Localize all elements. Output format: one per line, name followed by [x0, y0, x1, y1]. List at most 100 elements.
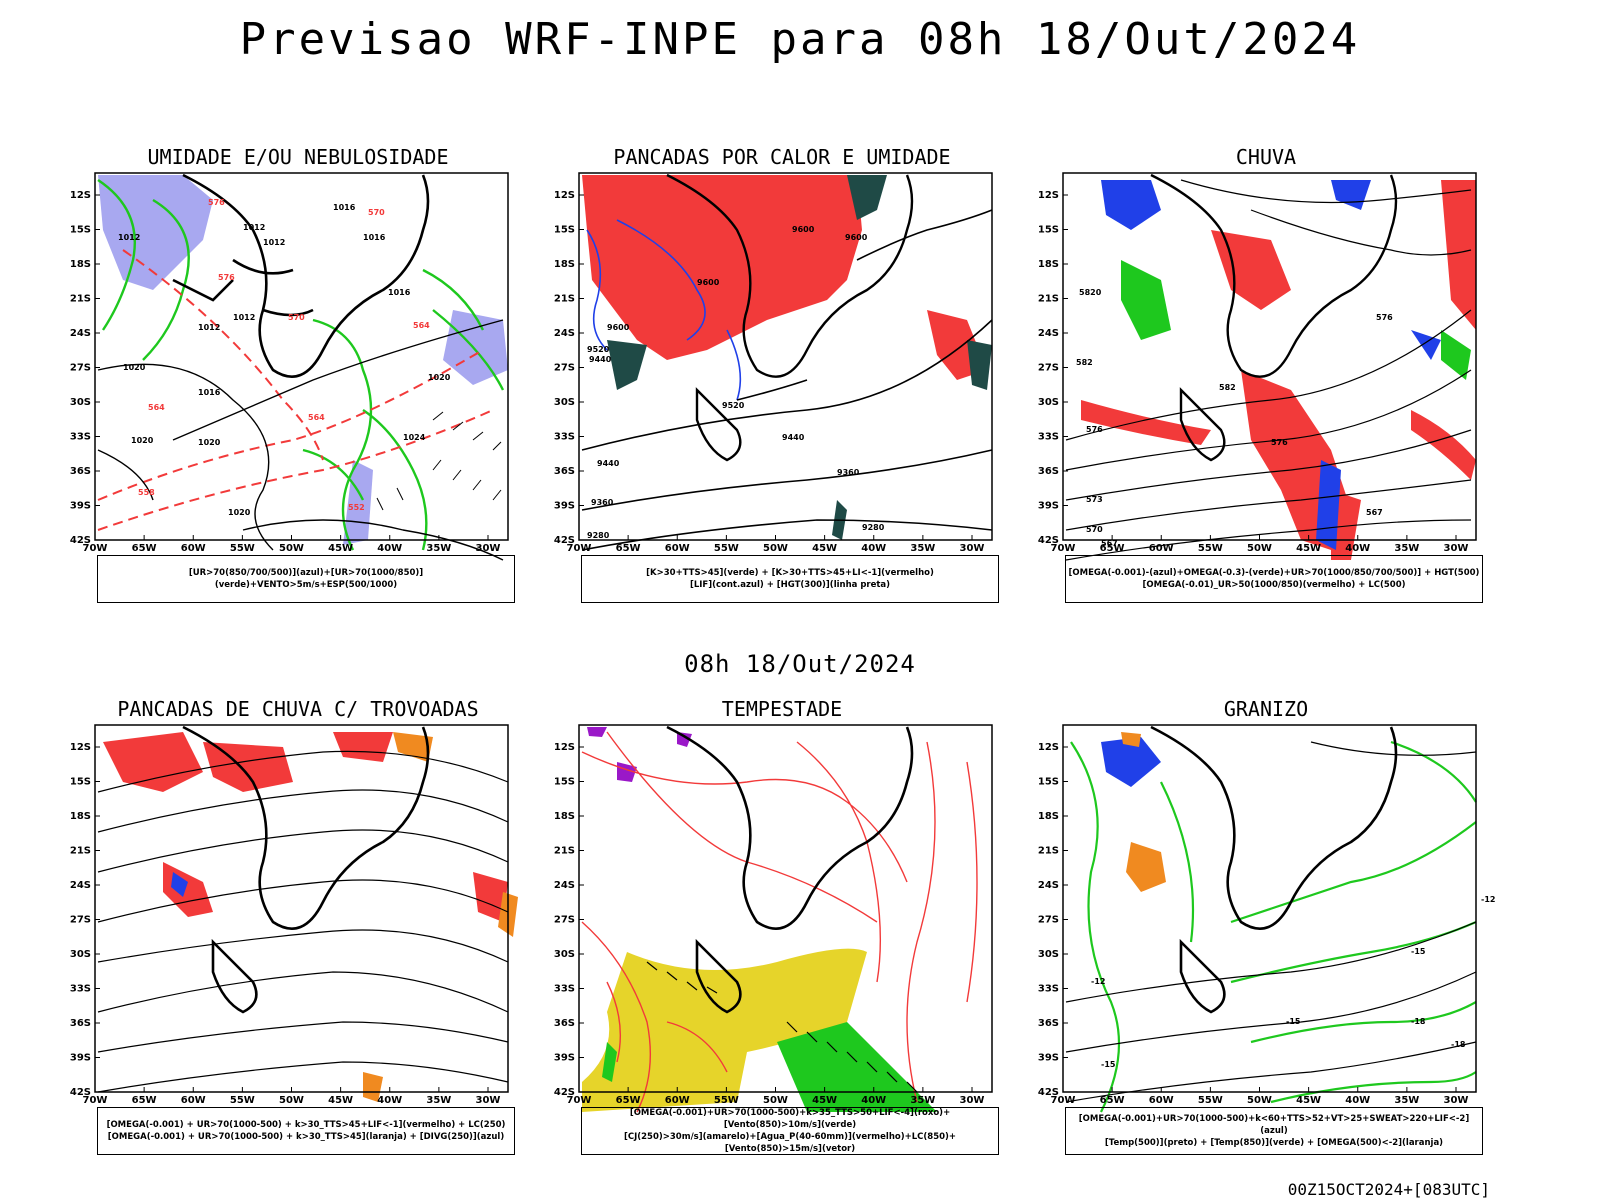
- humidity-low-contour: [97, 179, 373, 551]
- lat-tick-label: 42S: [70, 535, 91, 546]
- contour-label: 1020: [428, 373, 451, 382]
- lat-tick-label: 12S: [554, 742, 575, 753]
- panel-tempestade: TEMPESTADE 12S 15S 18S 21S 24S 27S 30S 33S 36S 39…: [547, 697, 1017, 1167]
- map-frame: [578, 172, 993, 541]
- lat-tick-label: 18S: [1038, 259, 1059, 270]
- lon-tick-label: 45W: [1296, 1095, 1321, 1106]
- contour-label: 5820: [1079, 288, 1102, 297]
- lon-tick-label: 55W: [230, 1095, 255, 1106]
- lon-tick-label: 40W: [861, 1095, 886, 1106]
- lon-tick-label: 60W: [1149, 543, 1174, 554]
- legend-line: [UR>70(850/700/500)](azul)+[UR>70(1000/8…: [188, 568, 424, 590]
- moisture-teal-area: [607, 340, 647, 390]
- storm-red-area: [473, 872, 508, 922]
- lon-tick-label: 55W: [1198, 1095, 1223, 1106]
- contour-label: 9440: [597, 459, 620, 468]
- lat-tick-label: 24S: [554, 880, 575, 891]
- lat-tick-label: 27S: [554, 915, 575, 926]
- contour-label: 570: [368, 208, 385, 217]
- map-chuva[interactable]: 5820 582 582 576 576 573 570 567 567 576…: [1031, 170, 1501, 570]
- contour-label: 564: [413, 321, 430, 330]
- storm-red-area: [203, 742, 293, 792]
- lon-tick-label: 65W: [616, 1095, 641, 1106]
- map-umidade[interactable]: 1016 1012 1012 1012 1012 1016 1016 1012 …: [63, 170, 533, 570]
- hgt300-contour: [581, 209, 993, 551]
- lon-tick-label: 30W: [960, 543, 985, 554]
- panel-title-granizo: GRANIZO: [1223, 697, 1309, 721]
- lat-tick-label: 12S: [1038, 190, 1059, 201]
- map-pancadas-calor[interactable]: 9600 9600 9600 9600 9520 9440 9520 9440 …: [547, 170, 1017, 570]
- lat-tick-label: 24S: [1038, 328, 1059, 339]
- lon-tick-label: 60W: [665, 543, 690, 554]
- thickness-contour: [97, 249, 494, 531]
- map-granizo[interactable]: -12 -15 -12 -15 -18 -15 -18 12S 15S 18S 21S…: [1031, 722, 1501, 1122]
- rain-blue-area: [1411, 330, 1441, 360]
- rain-green-area: [1121, 260, 1171, 340]
- contour-label: 1012: [118, 233, 140, 242]
- panel-pancadas-trovoadas: PANCADAS DE CHUVA C/ TROVOADAS 12S 15S 18S…: [63, 697, 533, 1167]
- lon-tick-label: 35W: [426, 543, 451, 554]
- lon-tick-label: 35W: [1394, 1095, 1419, 1106]
- lon-tick-label: 30W: [960, 1095, 985, 1106]
- legend-line: [LIF](cont.azul) + [HGT(300)](linha pret…: [689, 580, 891, 590]
- humidity-low-contour: [302, 268, 505, 551]
- lat-tick-label: 12S: [70, 742, 91, 753]
- contour-label: 1012: [233, 313, 255, 322]
- legend-line: [OMEGA(-0.001)-(azul)+OMEGA(-0.3)-(verde…: [1068, 568, 1480, 578]
- lon-tick-label: 65W: [132, 1095, 157, 1106]
- panel-title-tempestade: TEMPESTADE: [721, 697, 843, 721]
- lat-tick-label: 33S: [554, 432, 575, 443]
- lat-tick-label: 39S: [70, 501, 91, 512]
- contour-label: 564: [308, 413, 325, 422]
- contour-label: 1012: [243, 223, 265, 232]
- divg-blue-area: [171, 872, 188, 897]
- lat-tick-label: 42S: [554, 1087, 575, 1098]
- lon-tick-label: 60W: [181, 543, 206, 554]
- lat-tick-label: 15S: [554, 225, 575, 236]
- panel-title-chuva: CHUVA: [1235, 145, 1297, 169]
- lon-tick-label: 70W: [83, 543, 108, 554]
- lat-tick-label: 15S: [1038, 777, 1059, 788]
- hail-orange-area: [1121, 732, 1141, 747]
- contour-label: -15: [1286, 1017, 1301, 1026]
- legend-line: [OMEGA(-0.001)+UR>70(1000-500)+k<60+TTS>…: [1078, 1114, 1470, 1136]
- lat-tick-label: 18S: [1038, 811, 1059, 822]
- lat-tick-label: 15S: [1038, 225, 1059, 236]
- lat-tick-label: 24S: [554, 328, 575, 339]
- lat-tick-label: 30S: [70, 397, 91, 408]
- hail-blue-area: [1101, 737, 1161, 787]
- lat-tick-label: 30S: [70, 949, 91, 960]
- lon-tick-label: 65W: [1100, 1095, 1125, 1106]
- lon-tick-label: 70W: [1051, 1095, 1076, 1106]
- contour-label: 1020: [131, 436, 154, 445]
- contour-label: 9600: [697, 278, 720, 287]
- lat-tick-label: 21S: [554, 846, 575, 857]
- humidity-high-area: [98, 175, 213, 290]
- lat-tick-label: 36S: [70, 1018, 91, 1029]
- legend-pancadas-trovoadas: [OMEGA(-0.001) + UR>70(1000-500) + k>30_…: [97, 1107, 515, 1155]
- wind850-green-area: [602, 1042, 617, 1082]
- lon-tick-label: 40W: [861, 543, 886, 554]
- lon-tick-label: 45W: [328, 543, 353, 554]
- contour-label: 582: [1219, 383, 1236, 392]
- lat-tick-label: 33S: [70, 984, 91, 995]
- contour-label: 1016: [333, 203, 356, 212]
- coastline: [1150, 173, 1398, 462]
- lat-tick-label: 36S: [554, 1018, 575, 1029]
- lon-tick-label: 35W: [426, 1095, 451, 1106]
- lon-tick-label: 70W: [83, 1095, 108, 1106]
- contour-label: -15: [1101, 1060, 1116, 1069]
- lon-tick-label: 50W: [763, 543, 788, 554]
- lat-tick-label: 33S: [70, 432, 91, 443]
- lon-tick-label: 40W: [1345, 1095, 1370, 1106]
- contour-label: 1024: [403, 433, 426, 442]
- lat-tick-label: 39S: [554, 501, 575, 512]
- wind-vectors: [646, 961, 918, 1093]
- coastline: [666, 725, 914, 1014]
- contour-label: 9360: [837, 468, 860, 477]
- contour-label: 1016: [198, 388, 221, 397]
